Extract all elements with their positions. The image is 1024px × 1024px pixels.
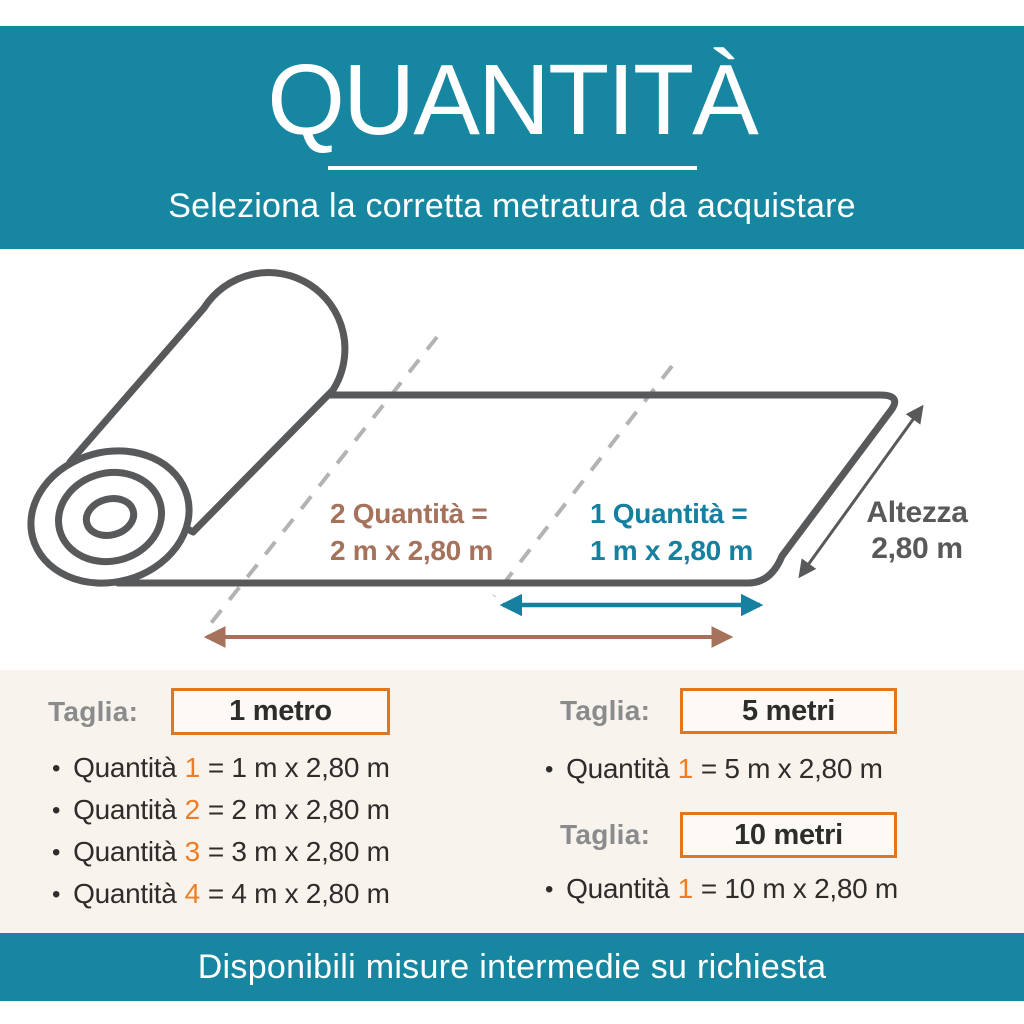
quantity-equals: = 5 m x 2,80 m [700,753,883,784]
quantity-number: 1 [677,873,694,904]
fold-line-left [202,335,439,634]
quantity-name: Quantità [566,753,670,784]
quantity-list-10-metri: • Quantità 1 = 10 m x 2,80 m [545,868,898,910]
quantity-equals: = 10 m x 2,80 m [700,873,898,904]
bullet-icon: • [545,876,554,903]
size-box-1-metro-label: 1 metro [229,695,332,727]
list-item: • Quantità 2 = 2 m x 2,80 m [52,789,390,831]
list-item: • Quantità 3 = 3 m x 2,80 m [52,831,390,873]
footer-banner: Disponibili misure intermedie su richies… [0,933,1024,1001]
quantity-number: 4 [184,878,201,909]
bullet-icon: • [52,755,61,782]
height-arrow [798,404,924,579]
fold-line-right [492,364,674,598]
bullet-icon: • [52,839,61,866]
size-box-10-metri: 10 metri [680,812,897,858]
list-item: • Quantità 1 = 10 m x 2,80 m [545,868,898,910]
roll-end-inner-ring [82,495,138,539]
bullet-icon: • [52,797,61,824]
fabric-roll-diagram: 2 Quantità = 2 m x 2,80 m 1 Quantità = 1… [27,269,969,648]
bullet-icon: • [52,881,61,908]
taglia-label-10-metri: Taglia: [560,819,651,850]
list-item: • Quantità 4 = 4 m x 2,80 m [52,873,390,915]
quantity-name: Quantità [73,794,177,825]
size-box-10-metri-label: 10 metri [734,818,843,851]
quantity-equals: = 3 m x 2,80 m [207,836,390,867]
label-2-quantity-line2: 2 m x 2,80 m [330,535,493,566]
list-item: • Quantità 1 = 1 m x 2,80 m [52,747,390,789]
taglia-label-5-metri: Taglia: [560,695,651,726]
quantity-number: 1 [677,753,694,784]
size-box-5-metri-label: 5 metri [742,694,835,727]
quantity-equals: = 2 m x 2,80 m [207,794,390,825]
label-2-quantity-line1: 2 Quantità = [330,498,487,529]
label-altezza-line2: 2,80 m [871,532,963,565]
list-item: • Quantità 1 = 5 m x 2,80 m [545,748,883,790]
quantity-name: Quantità [566,873,670,904]
quantity-name: Quantità [73,752,177,783]
label-altezza-line1: Altezza [866,496,968,529]
page-title: QUANTITÀ [267,44,759,156]
quantity-equals: = 1 m x 2,80 m [207,752,390,783]
quantity-number: 2 [184,794,201,825]
label-1-quantity-line1: 1 Quantità = [590,498,747,529]
quantity-equals: = 4 m x 2,80 m [207,878,390,909]
quantity-list-5-metri: • Quantità 1 = 5 m x 2,80 m [545,748,883,790]
title-divider [327,166,697,170]
quantity-name: Quantità [73,836,177,867]
size-box-5-metri: 5 metri [680,688,897,734]
roll-end-middle-ring [54,468,166,566]
bullet-icon: • [545,756,554,783]
header-banner: QUANTITÀ Seleziona la corretta metratura… [0,26,1024,249]
quantity-number: 3 [184,836,201,867]
sizes-section: Taglia: 1 metro • Quantità 1 = 1 m x 2,80 m… [0,670,1024,933]
size-box-1-metro: 1 metro [171,688,390,735]
quantity-name: Quantità [73,878,177,909]
taglia-label-1-metro: Taglia: [48,696,139,727]
page-subtitle: Seleziona la corretta metratura da acqui… [168,187,856,225]
footer-note: Disponibili misure intermedie su richies… [197,947,827,986]
quantity-list-1-metro: • Quantità 1 = 1 m x 2,80 m • Quantità 2 = 2 m… [52,747,390,915]
label-1-quantity-line2: 1 m x 2,80 m [590,535,753,566]
quantity-number: 1 [184,752,201,783]
